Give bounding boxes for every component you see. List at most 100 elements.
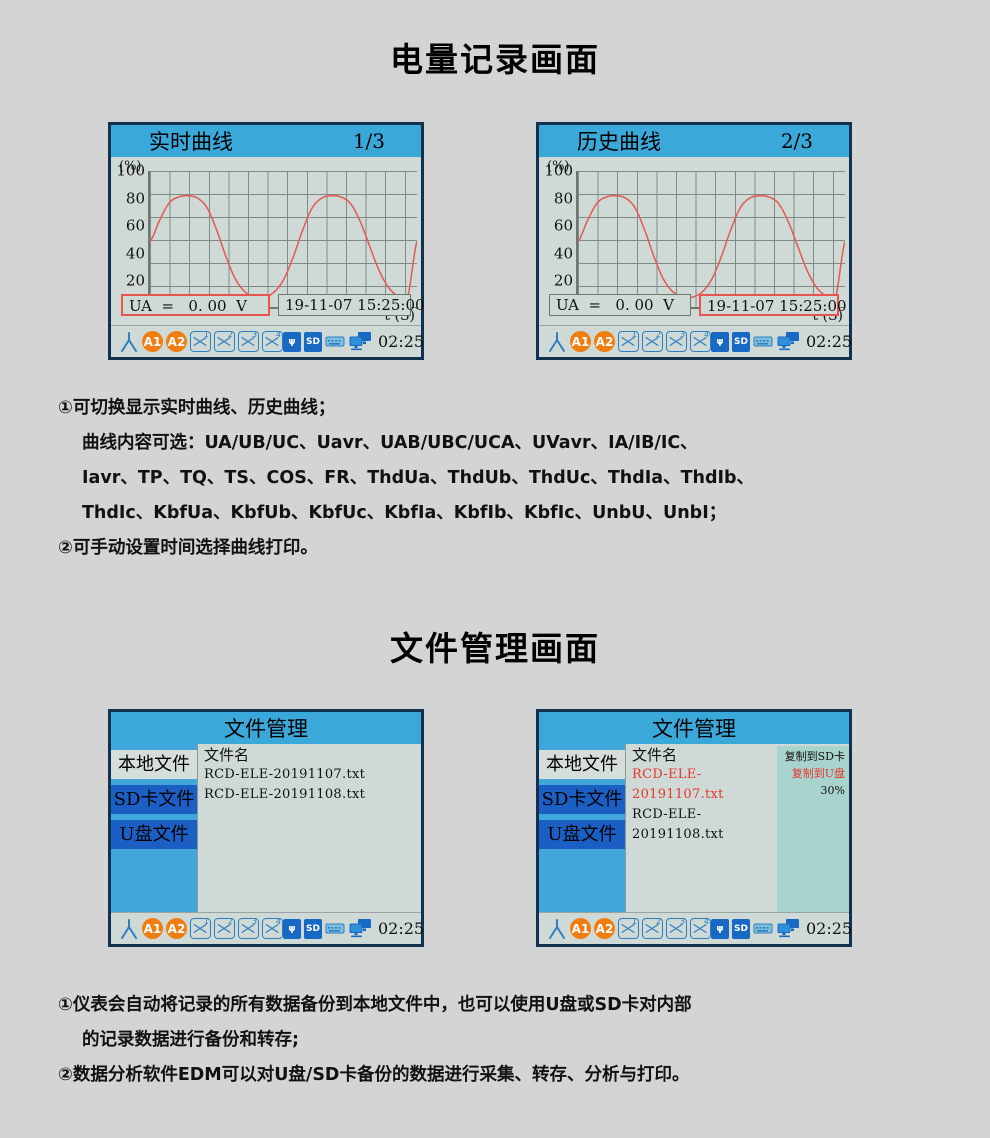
usb-icon[interactable]: ψ [711,918,729,939]
wave-icon-4[interactable]: 4 [690,331,711,352]
alarm-badge-a2[interactable]: A2 [594,331,615,352]
wave-icon-1[interactable]: 1 [190,918,211,939]
keyboard-icon[interactable] [753,335,773,348]
y-axis-ticks: 100 80 60 40 20 0 [539,163,575,316]
timestamp-box[interactable]: 19-11-07 15:25:00 [699,294,847,316]
alarm-badge-a2[interactable]: A2 [166,918,187,939]
file-list: 文件名 RCD-ELE-20191107.txt RCD-ELE-2019110… [632,746,777,912]
desc-line: ThdIc、KbfUa、KbfUb、KbfUc、KbfIa、KbfIb、KbfI… [82,502,727,523]
file-list-column-header: 文件名 [632,746,678,764]
device-panel-history-curve: 历史曲线 2/3 (%) 100 80 60 40 20 0 t (S) UA … [536,122,852,360]
usb-icon[interactable]: ψ [283,331,301,352]
wave-icon-4[interactable]: 4 [262,331,283,352]
file-manager-body: 本地文件 SD卡文件 U盘文件 文件名 RCD-ELE-20191107.txt… [539,744,849,912]
list-item-selected[interactable]: RCD-ELE-20191107.txt [632,767,724,802]
measurement-value-box[interactable]: UA = 0. 00 V [549,294,691,316]
description-files: ①仪表会自动将记录的所有数据备份到本地文件中，也可以使用U盘或SD卡对内部 的记… [58,995,948,1087]
status-bar-right: ψ SD 02:25 [283,331,430,352]
file-list-pane: 文件名 RCD-ELE-20191107.txt RCD-ELE-2019110… [197,744,421,912]
sidebar-item-sd-files[interactable]: SD卡文件 [111,785,197,814]
alarm-badge-a2[interactable]: A2 [594,918,615,939]
desc-line: ②可手动设置时间选择曲线打印。 [58,537,318,558]
file-list: 文件名 RCD-ELE-20191107.txt RCD-ELE-2019110… [204,746,421,912]
wave-icon-2[interactable]: 2 [642,331,663,352]
value-row: UA = 0. 00 V 19-11-07 15:25:00 [539,293,849,317]
y-tick: 20 [553,271,573,290]
wave-icon-4[interactable]: 4 [262,918,283,939]
sidebar-item-local-files[interactable]: 本地文件 [111,750,197,779]
desc-line: ②数据分析软件EDM可以对U盘/SD卡备份的数据进行采集、转存、分析与打印。 [58,1064,690,1085]
value-row: UA = 0. 00 V 19-11-07 15:25:00 [111,293,425,317]
wave-icon-2[interactable]: 2 [642,918,663,939]
status-bar-right: ψ SD 02:25 [711,331,858,352]
wave-icon-1[interactable]: 1 [190,331,211,352]
wave-icon-index: 2 [227,917,233,926]
curve-svg [578,194,845,302]
sd-card-icon[interactable]: SD [304,331,322,352]
alarm-badge-a1[interactable]: A1 [570,918,591,939]
list-item[interactable]: RCD-ELE-20191107.txt [204,767,366,782]
plot-area [148,171,417,309]
sidebar-item-usb-files[interactable]: U盘文件 [539,820,625,849]
measurement-value-box[interactable]: UA = 0. 00 V [121,294,270,316]
wave-icon-index: 3 [679,330,685,339]
wave-icon-2[interactable]: 2 [214,331,235,352]
sd-card-icon[interactable]: SD [732,918,750,939]
alarm-badge-a1[interactable]: A1 [142,331,163,352]
wave-icon-3[interactable]: 3 [666,331,687,352]
person-icon [121,331,137,352]
list-item[interactable]: RCD-ELE-20191108.txt [632,807,724,842]
list-item[interactable]: RCD-ELE-20191108.txt [204,787,366,802]
sd-card-icon[interactable]: SD [304,918,322,939]
usb-icon[interactable]: ψ [711,331,729,352]
wave-icon-index: 4 [703,917,709,926]
desc-line: ①可切换显示实时曲线、历史曲线； [58,398,336,418]
panel-header: 实时曲线 1/3 [111,125,421,157]
file-list-column-header: 文件名 [204,746,250,764]
copy-to-usb-button[interactable]: 复制到U盘 [791,767,845,780]
alarm-badge-a1[interactable]: A1 [570,331,591,352]
copy-to-sd-button[interactable]: 复制到SD卡 [784,750,845,763]
person-icon [549,918,565,939]
keyboard-icon[interactable] [325,922,345,935]
network-icon[interactable] [348,331,372,352]
desc-line: 的记录数据进行备份和转存; [82,1029,299,1050]
device-panel-file-manager: 文件管理 本地文件 SD卡文件 U盘文件 文件名 RCD-ELE-2019110… [108,709,424,947]
copy-actions-pane: 复制到SD卡 复制到U盘 30% [777,746,849,912]
file-source-sidebar: 本地文件 SD卡文件 U盘文件 [539,744,625,912]
sd-card-icon[interactable]: SD [732,331,750,352]
wave-icon-1[interactable]: 1 [618,918,639,939]
y-tick: 60 [553,216,573,235]
keyboard-icon[interactable] [753,922,773,935]
network-icon[interactable] [348,918,372,939]
page-title-power-record: 电量记录画面 [390,40,600,79]
panel-page-indicator: 2/3 [780,129,813,153]
wave-icon-2[interactable]: 2 [214,918,235,939]
wave-icon-index: 1 [203,330,209,339]
wave-icon-3[interactable]: 3 [238,331,259,352]
status-bar: A1 A2 1 2 3 4 ψ SD [539,912,852,944]
wave-icon-4[interactable]: 4 [690,918,711,939]
timestamp-box[interactable]: 19-11-07 15:25:00 [278,294,425,316]
wave-icon-3[interactable]: 3 [666,918,687,939]
alarm-badge-a2[interactable]: A2 [166,331,187,352]
keyboard-icon[interactable] [325,335,345,348]
status-bar: A1 A2 1 2 3 4 ψ SD [111,912,424,944]
panel-title: 文件管理 [652,717,736,741]
alarm-badge-a1[interactable]: A1 [142,918,163,939]
wave-icon-index: 1 [203,917,209,926]
desc-line: 曲线内容可选：UA/UB/UC、Uavr、UAB/UBC/UCA、UVavr、I… [82,432,698,453]
sidebar-item-sd-files[interactable]: SD卡文件 [539,785,625,814]
file-list-pane: 文件名 RCD-ELE-20191107.txt RCD-ELE-2019110… [625,744,849,912]
network-icon[interactable] [776,918,800,939]
sidebar-item-local-files[interactable]: 本地文件 [539,750,625,779]
wave-icon-1[interactable]: 1 [618,331,639,352]
wave-icon-index: 4 [275,917,281,926]
wave-icon-3[interactable]: 3 [238,918,259,939]
y-tick: 40 [553,244,573,263]
panel-header: 文件管理 [539,712,849,744]
wave-icon-index: 1 [631,330,637,339]
sidebar-item-usb-files[interactable]: U盘文件 [111,820,197,849]
network-icon[interactable] [776,331,800,352]
usb-icon[interactable]: ψ [283,918,301,939]
